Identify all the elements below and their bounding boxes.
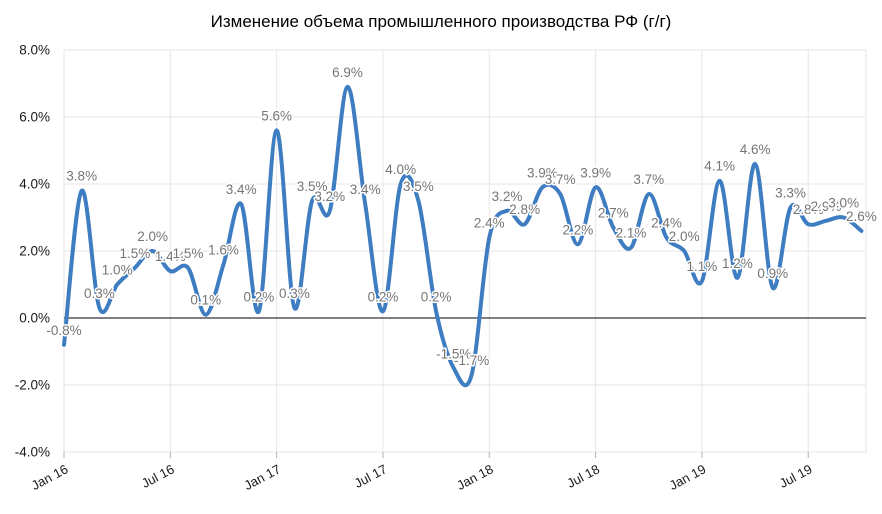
- data-label: 0.9%: [757, 266, 788, 281]
- data-label: 1.6%: [208, 242, 239, 257]
- data-label: 2.6%: [846, 209, 877, 224]
- data-label: 2.9%: [811, 199, 842, 214]
- data-label: 1.0%: [102, 263, 133, 278]
- vertical-gridlines: [63, 50, 867, 452]
- data-label: 5.6%: [261, 108, 292, 123]
- data-label: 3.4%: [226, 182, 257, 197]
- x-axis-label: Jul 17: [352, 461, 390, 491]
- data-label: 4.1%: [704, 159, 735, 174]
- data-label: 1.4%: [155, 249, 186, 264]
- data-label: 4.0%: [385, 162, 416, 177]
- data-label: 2.8%: [509, 202, 540, 217]
- x-axis-label: Jan 19: [667, 461, 709, 493]
- x-axis-tick-marks: [63, 452, 809, 458]
- data-label: 3.9%: [580, 165, 611, 180]
- data-label: 2.4%: [651, 216, 682, 231]
- data-label: 2.0%: [137, 229, 168, 244]
- data-label: -0.8%: [46, 323, 81, 338]
- data-label: 0.2%: [244, 289, 275, 304]
- data-label: 2.2%: [563, 222, 594, 237]
- data-label: 3.4%: [350, 182, 381, 197]
- data-label: 1.5%: [120, 246, 151, 261]
- x-axis-label: Jul 19: [777, 461, 815, 491]
- data-labels: -0.8%3.8%0.3%1.0%1.5%2.0%1.4%1.5%0.1%1.6…: [45, 63, 878, 369]
- data-label: -1.5%: [436, 346, 471, 361]
- data-label: 6.9%: [332, 65, 363, 80]
- data-label: 0.3%: [279, 286, 310, 301]
- data-label: 3.0%: [828, 196, 859, 211]
- x-axis-label: Jan 16: [29, 461, 71, 493]
- data-label: 3.9%: [527, 165, 558, 180]
- data-label: 4.6%: [740, 142, 771, 157]
- data-label: 2.1%: [616, 226, 647, 241]
- series-line: [62, 84, 864, 388]
- y-axis-label: 4.0%: [19, 177, 50, 192]
- data-label: 2.7%: [598, 206, 629, 221]
- x-axis-label: Jul 16: [139, 461, 177, 491]
- y-axis-label: 8.0%: [19, 43, 50, 58]
- chart-title: Изменение объема промышленного производс…: [210, 12, 672, 31]
- data-label: 2.4%: [474, 216, 505, 231]
- data-label: 1.5%: [173, 246, 204, 261]
- data-label: 0.2%: [421, 289, 452, 304]
- y-axis-label: 6.0%: [19, 110, 50, 125]
- data-label: 3.7%: [633, 172, 664, 187]
- data-label: 3.2%: [492, 189, 523, 204]
- data-label: 2.8%: [793, 202, 824, 217]
- data-label: 1.2%: [722, 256, 753, 271]
- data-label: 2.0%: [669, 229, 700, 244]
- data-label: 3.8%: [66, 169, 97, 184]
- x-axis-label: Jul 18: [564, 461, 602, 491]
- data-label: 3.5%: [297, 179, 328, 194]
- y-axis-label: -2.0%: [15, 378, 50, 393]
- x-axis-label: Jan 17: [241, 461, 283, 493]
- data-label: 0.2%: [368, 289, 399, 304]
- data-label: 3.7%: [545, 172, 576, 187]
- y-axis-label: -4.0%: [15, 445, 50, 460]
- data-label: 3.3%: [775, 186, 806, 201]
- y-axis-label: 0.0%: [19, 311, 50, 326]
- y-axis-labels: 8.0% 6.0% 4.0% 2.0% 0.0% -2.0% -4.0%: [15, 43, 50, 460]
- data-label: 0.3%: [84, 286, 115, 301]
- y-axis-label: 2.0%: [19, 244, 50, 259]
- data-label: 3.5%: [403, 179, 434, 194]
- x-axis-label: Jan 18: [454, 461, 496, 493]
- x-axis-labels: Jan 16 Jul 16 Jan 17 Jul 17 Jan 18 Jul 18 Jan …: [29, 461, 815, 493]
- data-label: 3.2%: [314, 189, 345, 204]
- data-label: 1.1%: [687, 259, 718, 274]
- data-label: 0.1%: [190, 293, 221, 308]
- data-label: -1.7%: [454, 353, 489, 368]
